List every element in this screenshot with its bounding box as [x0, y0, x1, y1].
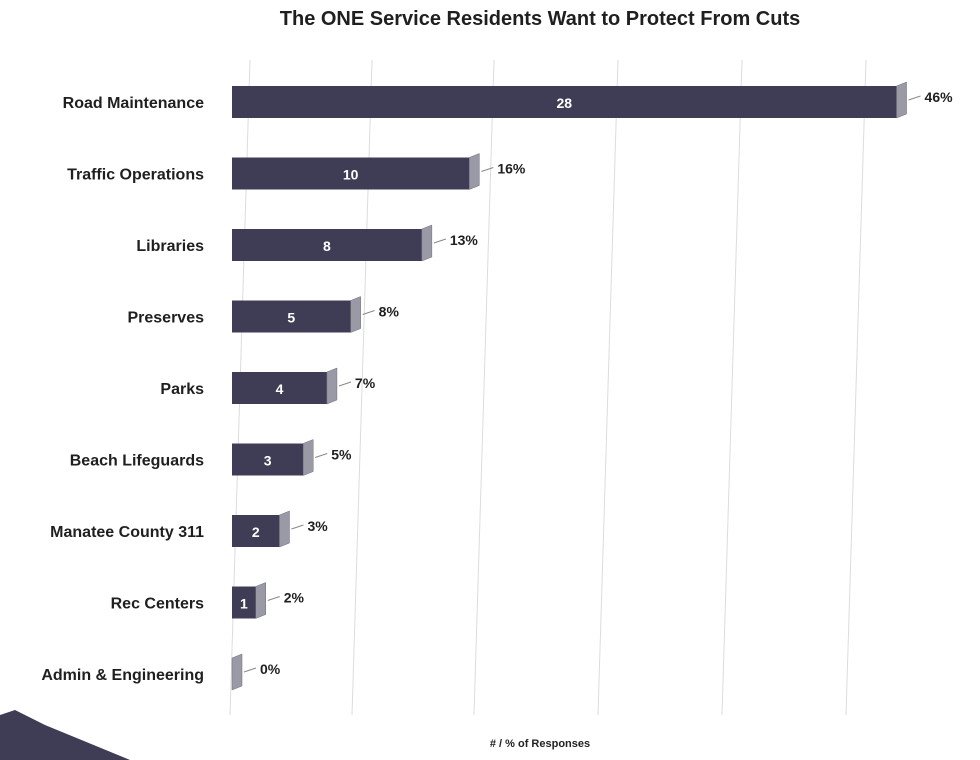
bar-side [469, 153, 480, 190]
chart-title: The ONE Service Residents Want to Protec… [279, 8, 801, 30]
percent-label: 13% [450, 232, 479, 248]
bar [232, 443, 304, 476]
value-label: 3 [264, 453, 272, 469]
percent-label: 0% [260, 661, 281, 677]
category-label: Manatee County 311 [50, 524, 204, 541]
bar-side [326, 367, 338, 405]
bar-side [421, 224, 433, 262]
percent-label: 46% [925, 89, 954, 105]
bar [232, 157, 470, 190]
value-label: 5 [287, 310, 295, 326]
bar-side [896, 81, 907, 119]
gridline [473, 59, 495, 716]
percent-label: 16% [497, 161, 526, 177]
category-label: Libraries [136, 238, 204, 255]
category-label: Road Maintenance [63, 95, 204, 112]
gridline [597, 59, 619, 716]
bar-side [279, 510, 290, 548]
value-label: 10 [343, 167, 359, 183]
leader-line [243, 667, 257, 673]
corner-decoration [0, 710, 130, 760]
bar [232, 515, 280, 547]
bar-side [231, 653, 243, 691]
leader-line [338, 381, 352, 387]
category-label: Admin & Engineering [41, 667, 204, 684]
leader-line [362, 310, 375, 315]
value-label: 1 [240, 596, 248, 612]
leader-line [291, 524, 304, 530]
x-axis-label: # / % of Responses [489, 738, 591, 750]
percent-label: 7% [355, 375, 376, 391]
percent-label: 2% [284, 590, 305, 606]
corner-shape [0, 710, 130, 760]
category-label: Traffic Operations [67, 167, 204, 184]
value-label: 8 [323, 238, 331, 254]
category-label: Parks [160, 381, 204, 398]
bar [232, 229, 422, 261]
gridline [845, 59, 867, 716]
bar [232, 300, 351, 333]
category-label: Beach Lifeguards [70, 453, 204, 470]
leader-line [315, 453, 328, 458]
value-label: 2 [252, 524, 260, 540]
bar-side [302, 439, 314, 476]
bar-side [255, 582, 266, 619]
bar [232, 86, 897, 118]
leader-line [481, 167, 494, 172]
category-label: Rec Centers [111, 596, 204, 613]
value-label: 28 [556, 95, 572, 111]
value-label: 4 [276, 381, 284, 397]
bar-chart: Road Maintenance 28 46%Traffic Operations 1… [41, 59, 954, 716]
bar [232, 586, 256, 619]
percent-label: 8% [379, 304, 400, 320]
leader-line [433, 238, 447, 244]
leader-line [267, 596, 280, 601]
bar [232, 372, 327, 404]
bar-side [350, 296, 361, 333]
gridline [721, 59, 743, 716]
percent-label: 3% [307, 518, 328, 534]
percent-label: 5% [331, 447, 352, 463]
category-label: Preserves [127, 310, 204, 327]
leader-line [908, 95, 921, 101]
